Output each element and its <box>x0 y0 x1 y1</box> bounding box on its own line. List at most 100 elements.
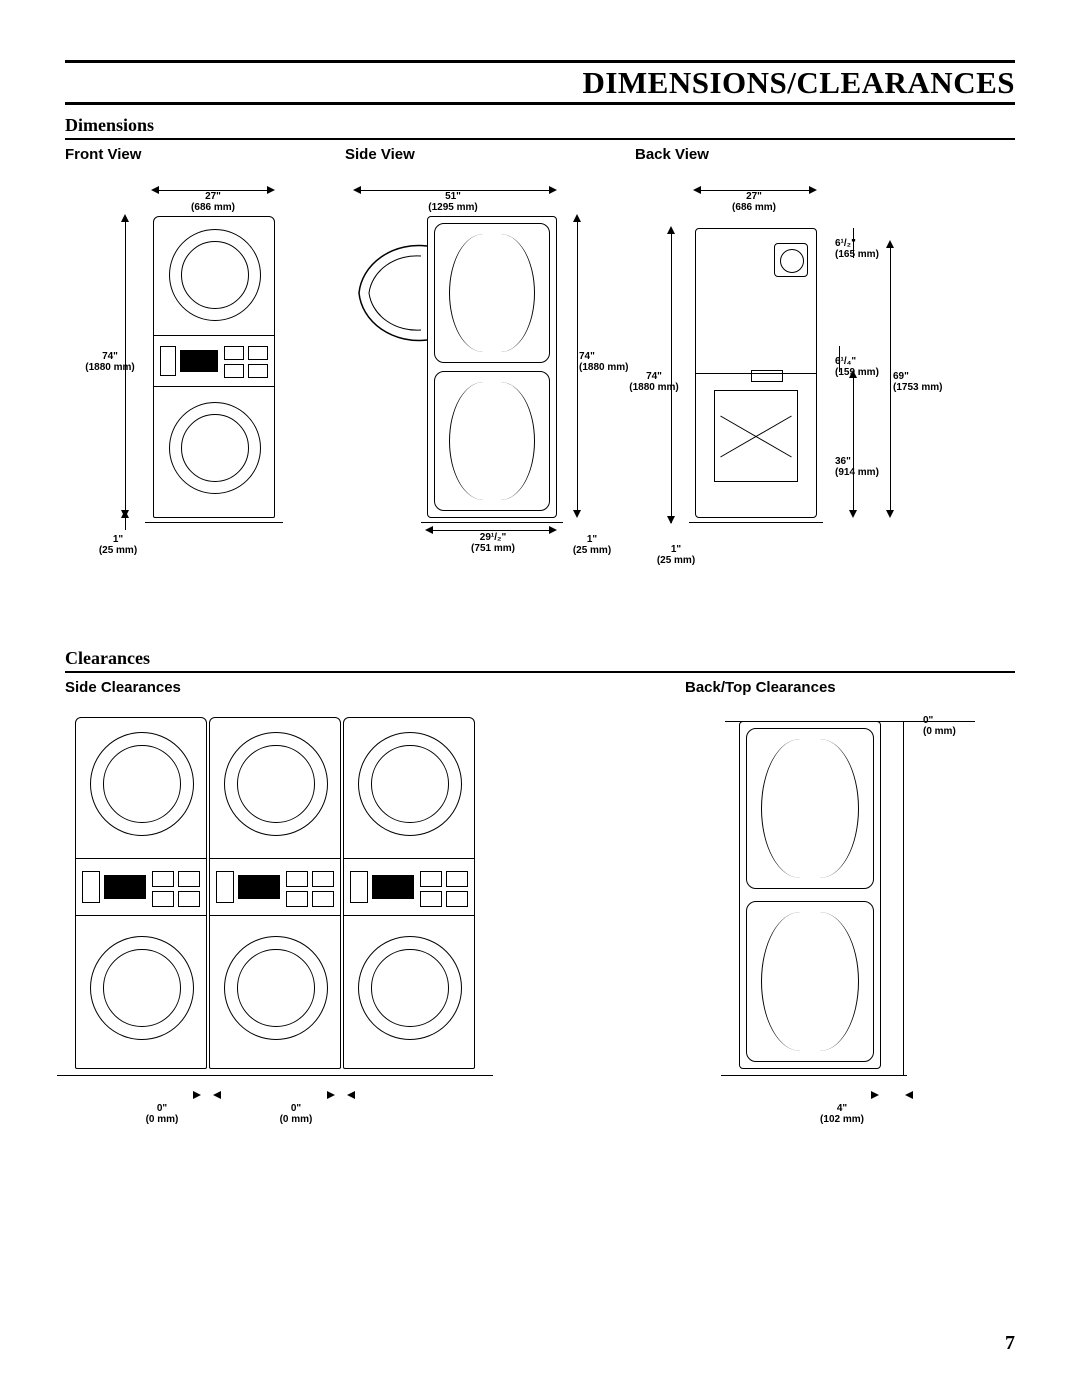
washer-drum-icon <box>90 936 194 1040</box>
side-open-in: 51" <box>445 191 461 202</box>
display-icon <box>238 875 280 899</box>
bt-back-label: 4" (102 mm) <box>813 1103 871 1125</box>
side-body-in: 29¹/₂" <box>480 532 506 543</box>
bh69-mm: (1753 mm) <box>893 382 942 393</box>
keypad-icon <box>160 346 176 376</box>
b36-mm: (914 mm) <box>835 467 879 478</box>
back-machine <box>695 228 817 518</box>
arrow-right-icon <box>549 526 557 534</box>
bt-top-in: 0" <box>923 715 933 726</box>
side-inner <box>761 739 859 878</box>
ground-line <box>721 1075 907 1076</box>
bfoot-in: 1" <box>671 544 681 555</box>
back-width-label: 27" (686 mm) <box>719 191 789 213</box>
bt-top-mm: (0 mm) <box>923 726 956 737</box>
bt-side-machine <box>739 721 881 1069</box>
back-vent-top-label: 6¹/₂" (165 mm) <box>835 238 891 260</box>
side-height-label: 74" (1880 mm) <box>579 351 633 373</box>
control-panel <box>76 858 206 916</box>
g1-in: 0" <box>157 1103 167 1114</box>
page-number: 7 <box>1005 1332 1015 1355</box>
arrow-left-icon <box>213 1091 221 1099</box>
arrow-left-icon <box>693 186 701 194</box>
dryer-drum-icon <box>169 229 261 321</box>
slot-icon <box>446 891 468 907</box>
arrow-left-icon <box>347 1091 355 1099</box>
slot-icon <box>420 891 442 907</box>
front-view-col: Front View 27" (686 mm) <box>65 146 345 596</box>
b36-in: 36" <box>835 456 851 467</box>
side-foot-in: 1" <box>587 534 597 545</box>
arrow-down-icon <box>886 510 894 518</box>
side-height-in: 74" <box>579 351 595 362</box>
side-clearances-col: Side Clearances <box>65 679 665 1159</box>
control-panel <box>344 858 474 916</box>
cross-brace-icon <box>714 390 798 482</box>
display-icon <box>104 875 146 899</box>
back-width-mm: (686 mm) <box>732 202 776 213</box>
clearance-machine-3 <box>343 717 475 1069</box>
open-door-icon <box>351 238 431 348</box>
front-width-mm: (686 mm) <box>191 202 235 213</box>
front-width-label: 27" (686 mm) <box>173 191 253 213</box>
g1-mm: (0 mm) <box>146 1114 179 1125</box>
back-vent-hook-label: 6¹/₄" (159 mm) <box>835 356 891 378</box>
front-width-in: 27" <box>205 191 221 202</box>
dim-line <box>427 530 555 531</box>
base-line <box>689 522 823 523</box>
coin-box-icon <box>420 871 442 887</box>
dryer-drum-icon <box>90 732 194 836</box>
side-inner <box>449 234 535 352</box>
front-view-heading: Front View <box>65 146 345 163</box>
side-foot-mm: (25 mm) <box>573 545 611 556</box>
coin-box-icon <box>248 346 268 360</box>
arrow-down-icon <box>667 516 675 524</box>
arrow-left-icon <box>425 526 433 534</box>
g2-in: 0" <box>291 1103 301 1114</box>
slot-icon <box>248 364 268 378</box>
side-lower-panel <box>746 901 874 1062</box>
control-panel <box>154 335 274 387</box>
clearance-machine-2 <box>209 717 341 1069</box>
slot-icon <box>152 891 174 907</box>
side-upper-panel <box>746 728 874 889</box>
side-upper-panel <box>434 223 550 363</box>
back-view-heading: Back View <box>635 146 995 163</box>
dim-line <box>577 216 578 516</box>
washer-drum-icon <box>224 936 328 1040</box>
control-panel <box>210 858 340 916</box>
washer-drum-icon <box>358 936 462 1040</box>
front-machine <box>153 216 275 518</box>
side-depth-open-label: 51" (1295 mm) <box>413 191 493 213</box>
hookups-icon <box>751 370 783 382</box>
front-height-label: 74" (1880 mm) <box>83 351 137 373</box>
front-foot-label: 1" (25 mm) <box>93 534 143 556</box>
bfoot-mm: (25 mm) <box>657 555 695 566</box>
dimensions-row: Front View 27" (686 mm) <box>65 146 1015 596</box>
washer-drum-icon <box>169 402 261 494</box>
keypad-icon <box>82 871 100 903</box>
section-dimensions-title: Dimensions <box>65 115 1015 140</box>
arrow-up-icon <box>121 214 129 222</box>
bh69-in: 69" <box>893 371 909 382</box>
base-line <box>145 522 283 523</box>
back-top-heading: Back/Top Clearances <box>665 679 1015 696</box>
back-h74-label: 74" (1880 mm) <box>627 371 681 393</box>
arrow-up-icon <box>849 370 857 378</box>
coin-box-icon <box>286 871 308 887</box>
bvt-in: 6¹/₂" <box>835 238 856 249</box>
dryer-drum-icon <box>358 732 462 836</box>
side-clearances-heading: Side Clearances <box>65 679 665 696</box>
front-foot-in: 1" <box>113 534 123 545</box>
title-bar: DIMENSIONS/CLEARANCES <box>65 60 1015 105</box>
arrow-down-icon <box>849 510 857 518</box>
arrow-down-icon <box>573 510 581 518</box>
side-lower-panel <box>434 371 550 511</box>
coin-box-icon <box>312 871 334 887</box>
dryer-drum-icon <box>224 732 328 836</box>
clearances-row: Side Clearances <box>65 679 1015 1159</box>
front-height-in: 74" <box>102 351 118 362</box>
dim-line <box>853 372 854 516</box>
arrow-right-icon <box>809 186 817 194</box>
back-36-label: 36" (914 mm) <box>835 456 891 478</box>
